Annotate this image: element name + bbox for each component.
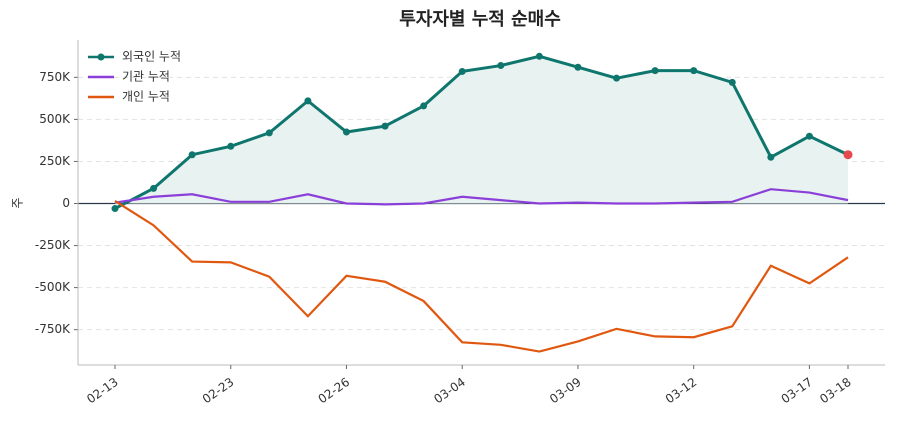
- point-marker: [458, 67, 466, 75]
- point-marker: [381, 122, 389, 130]
- point-marker: [420, 102, 428, 110]
- series-line: [114, 188, 849, 206]
- point-marker: [574, 63, 582, 71]
- point-marker: [265, 129, 273, 137]
- y-tick-label: -750K: [35, 322, 71, 336]
- chart-title: 투자자별 누적 순매수: [399, 9, 561, 30]
- point-marker: [342, 128, 350, 136]
- x-tick-label: 03-04: [431, 375, 468, 406]
- point-marker: [497, 62, 505, 70]
- point-marker: [805, 132, 813, 140]
- legend-label: 외국인 누적: [122, 50, 181, 64]
- x-tick-label: 03-12: [663, 375, 700, 406]
- area-fill: [115, 56, 848, 209]
- point-marker: [613, 74, 621, 82]
- point-marker: [111, 205, 119, 213]
- point-marker: [690, 67, 698, 75]
- point-marker: [227, 142, 235, 150]
- series-line: [114, 54, 849, 210]
- point-marker: [150, 184, 158, 192]
- y-tick-label: 750K: [39, 70, 71, 84]
- legend-label: 기관 누적: [122, 70, 170, 84]
- x-tick-label: 03-18: [817, 375, 854, 406]
- x-tick-label: 02-26: [316, 375, 353, 406]
- y-axis-label: 주: [11, 197, 25, 208]
- point-marker: [535, 52, 543, 60]
- point-marker: [188, 151, 196, 159]
- x-tick-label: 03-17: [779, 375, 816, 406]
- y-tick-label: -250K: [35, 238, 71, 252]
- point-marker: [304, 97, 312, 105]
- x-tick-label: 03-09: [547, 375, 584, 406]
- series-line: [114, 200, 849, 353]
- legend-marker: [97, 53, 105, 61]
- point-marker: [651, 67, 659, 75]
- x-tick-label: 02-13: [84, 375, 121, 406]
- last-point-marker: [843, 150, 853, 160]
- y-tick-label: 500K: [39, 112, 71, 126]
- y-tick-label: 250K: [39, 154, 71, 168]
- y-tick-label: 0: [62, 196, 70, 210]
- x-tick-label: 02-23: [200, 375, 237, 406]
- point-marker: [767, 153, 775, 161]
- legend-label: 개인 누적: [122, 90, 170, 104]
- point-marker: [728, 78, 736, 86]
- y-tick-label: -500K: [35, 280, 71, 294]
